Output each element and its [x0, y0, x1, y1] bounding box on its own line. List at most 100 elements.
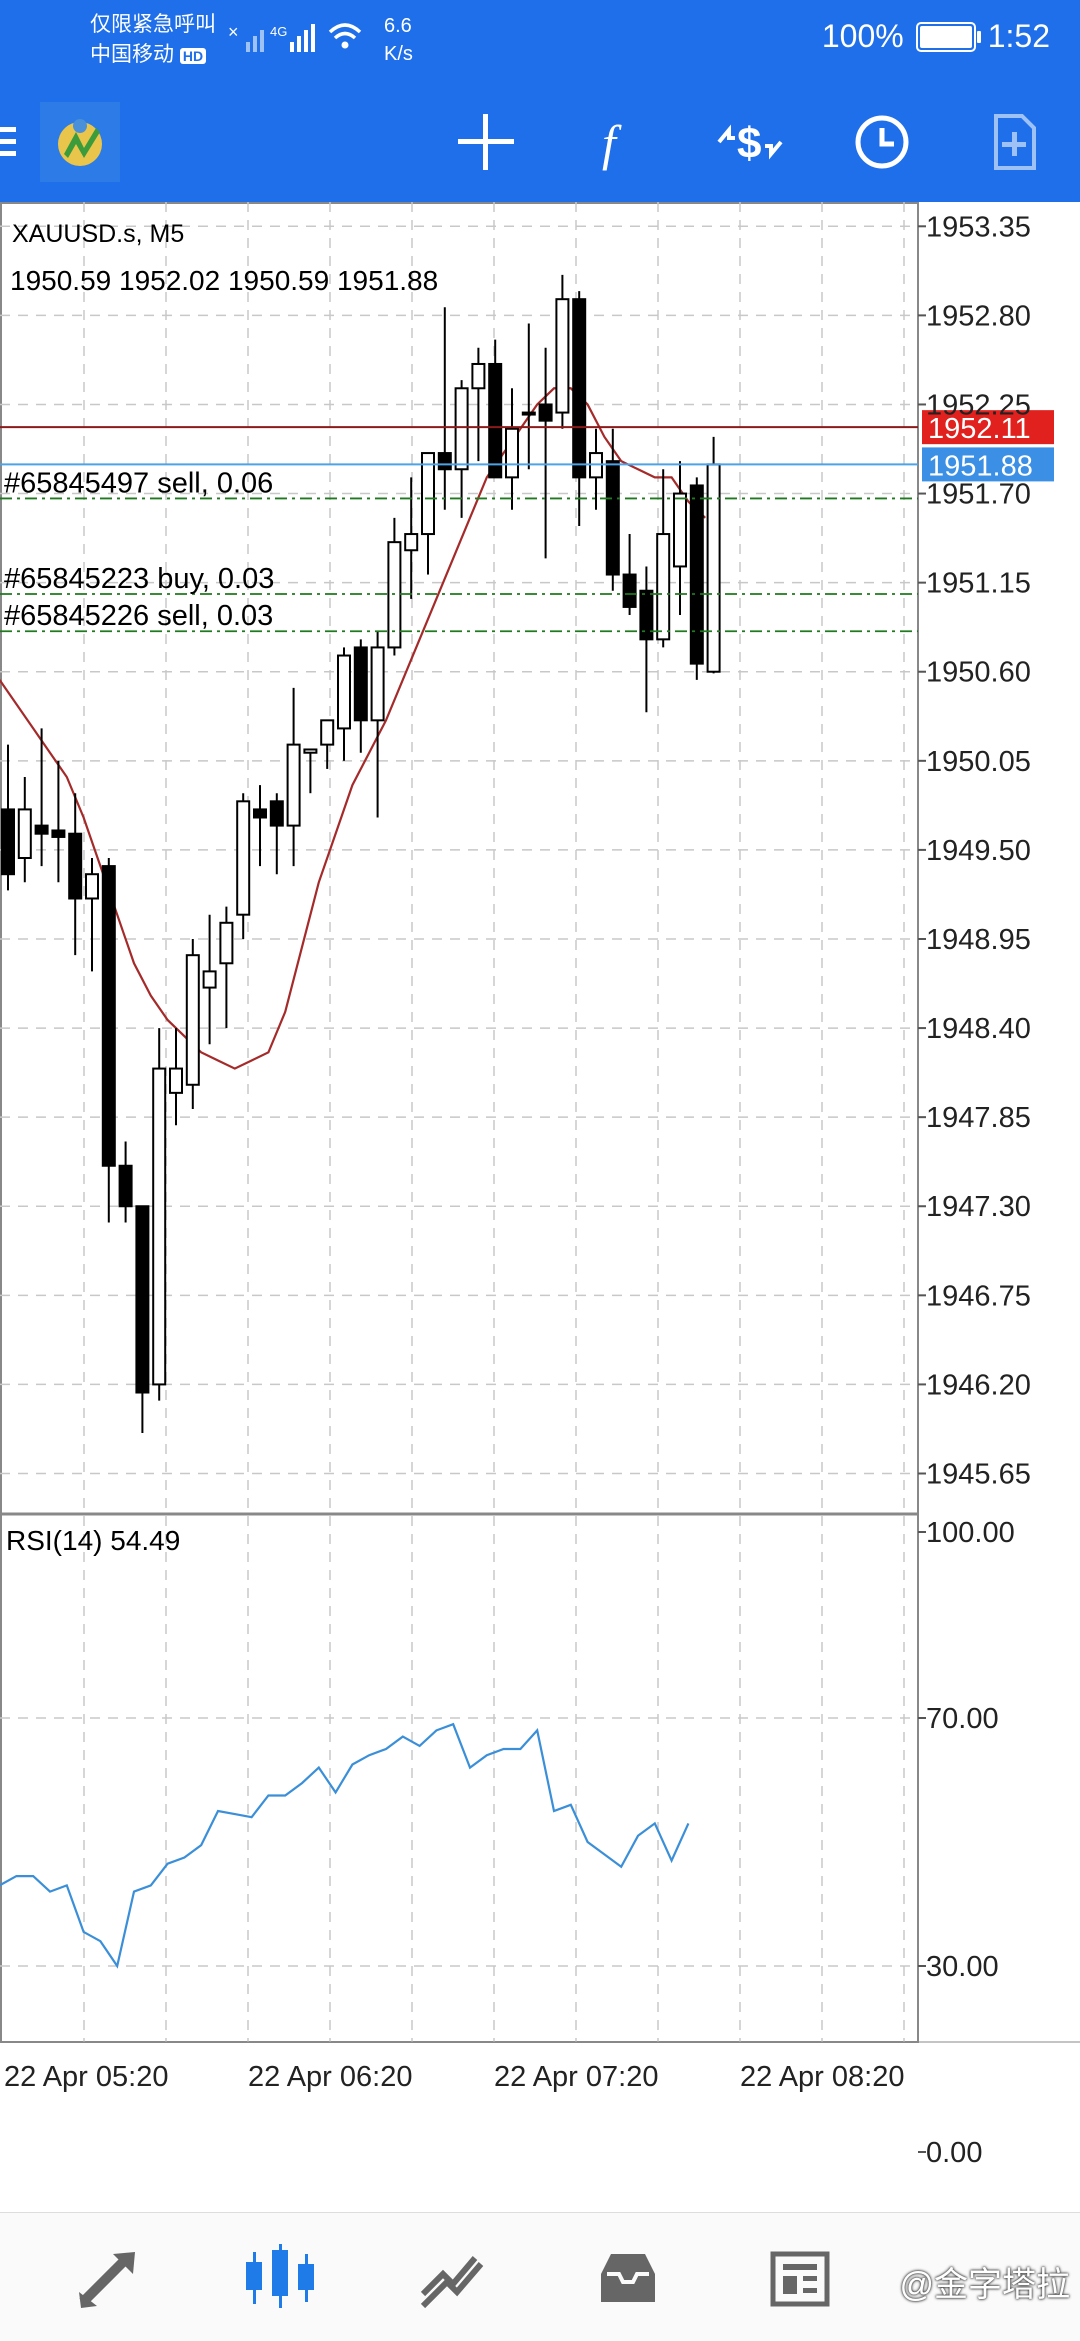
candles-group [1, 274, 721, 1434]
arrows-icon[interactable] [68, 2239, 148, 2319]
candle-bear [118, 1164, 133, 1208]
carrier-line1: 仅限紧急呼叫 [90, 13, 216, 36]
candle-bear [101, 865, 116, 1167]
candle-bull [337, 654, 351, 730]
order-label: #65845226 sell, 0.03 [4, 600, 273, 632]
candle-bear [34, 824, 49, 835]
candle-bear [135, 1205, 150, 1394]
carrier-line2: 中国移动 HD [90, 40, 216, 71]
price-tick-label: 1953.35 [926, 211, 1031, 243]
candle-bear [622, 573, 637, 608]
candle-bull [85, 873, 99, 900]
candles-icon[interactable] [240, 2239, 320, 2319]
candle-bear [538, 403, 553, 422]
candle-bear [269, 800, 284, 827]
rsi-tick-label: 30.00 [926, 1951, 999, 1983]
speed-value: 6.6 [384, 15, 412, 37]
price-lines: 1952.11 1951.88 [0, 410, 1054, 482]
candle-bull [505, 427, 519, 479]
order-label: #65845223 buy, 0.03 [4, 563, 274, 595]
inbox-icon[interactable] [588, 2239, 668, 2319]
network-type: 4G [270, 24, 287, 39]
price-tag [922, 447, 1054, 482]
candle-bear [353, 646, 368, 722]
candle-bear [605, 460, 620, 576]
hd-badge: HD [179, 48, 207, 64]
clock-icon[interactable] [842, 102, 922, 182]
time-axis: 22 Apr 05:20 22 Apr 06:20 22 Apr 07:20 22 A… [0, 2041, 1080, 2093]
candle-bear [639, 589, 654, 641]
trade-icon[interactable]: $ [710, 102, 790, 182]
candle-bull [236, 800, 251, 916]
battery-icon [915, 21, 981, 52]
crosshair-icon[interactable] [446, 102, 526, 182]
moving-average [0, 387, 706, 1070]
price-tick-label: 1949.50 [926, 835, 1031, 867]
candle-bull [320, 719, 335, 746]
price-tick-label: 1946.20 [926, 1369, 1031, 1401]
top-toolbar: f $ [0, 82, 1080, 202]
candle-bull [152, 1067, 167, 1386]
candle-bull [286, 743, 301, 827]
svg-text:$: $ [737, 119, 761, 168]
candle-bull [521, 411, 536, 416]
candle-bull [303, 748, 318, 754]
watermark: @金字塔拉 [899, 2266, 1070, 2304]
candle-bull [421, 452, 435, 536]
battery-percent: 100% [821, 18, 904, 54]
rsi-panel: 100.00 70.00 30.00 0.00 [0, 1517, 1015, 2169]
ohlc-values: 1950.59 1952.02 1950.59 1951.88 [10, 265, 438, 296]
news-icon[interactable] [760, 2239, 840, 2319]
time-label: 22 Apr 05:20 [4, 2061, 168, 2093]
candle-bull [370, 646, 385, 722]
price-tag [922, 410, 1054, 445]
price-tick-label: 1946.75 [926, 1280, 1031, 1312]
price-tick-label: 1947.85 [926, 1102, 1031, 1134]
status-bar: 仅限紧急呼叫 中国移动 HD × 4G 6.6 K/s 100% 1:52 [0, 0, 1080, 82]
app-logo-icon[interactable] [40, 102, 120, 182]
ma-line [0, 387, 706, 1070]
bottom-navigation: @金字塔拉 [0, 2212, 1080, 2341]
network-indicator: × 4G [228, 18, 378, 63]
chart-area[interactable]: 1952.11 1951.88 #65845497 sell, 0.06 #6584… [0, 202, 1080, 2212]
order-lines: #65845497 sell, 0.06 #65845223 buy, 0.03 #… [0, 467, 918, 632]
rsi-tick-label: 100.00 [926, 1517, 1015, 1549]
candle-bull [454, 387, 469, 471]
time-label: 22 Apr 07:20 [494, 2061, 658, 2093]
function-icon[interactable]: f [578, 102, 658, 182]
price-tag-label: 1952.11 [928, 413, 1031, 445]
time-label: 22 Apr 06:20 [248, 2061, 412, 2093]
price-tick-label: 1952.80 [926, 300, 1031, 332]
svg-text:×: × [228, 22, 239, 42]
candle-bull [471, 362, 486, 390]
price-chart[interactable]: 1952.11 1951.88 #65845497 sell, 0.06#6584… [0, 202, 1080, 2212]
new-document-icon[interactable] [974, 102, 1054, 182]
price-tick-label: 1948.95 [926, 924, 1031, 956]
price-tick-label: 1950.60 [926, 657, 1031, 689]
candle-bull [17, 808, 32, 860]
rsi-tick-label: 70.00 [926, 1703, 999, 1735]
carrier-info: 仅限紧急呼叫 中国移动 HD [90, 10, 216, 71]
price-tick-label: 1951.70 [926, 479, 1031, 511]
price-tick-label: 1947.30 [926, 1191, 1031, 1223]
price-tag-label: 1951.88 [928, 450, 1033, 482]
time-label: 22 Apr 08:20 [740, 2061, 904, 2093]
chart-grid [0, 202, 919, 2043]
carrier-line2-text: 中国移动 [90, 43, 174, 66]
symbol-label: XAUUSD.s, M5 [12, 220, 184, 248]
candle-bear [68, 832, 83, 900]
speed-unit: K/s [384, 43, 413, 65]
candle-bear [51, 829, 66, 838]
candle-bull [219, 921, 234, 965]
candle-bear [689, 484, 704, 665]
menu-icon[interactable] [0, 102, 60, 182]
candle-bull [202, 970, 217, 989]
status-right: 100% 1:52 [822, 18, 1050, 55]
price-tick-label: 1945.65 [926, 1459, 1031, 1491]
candle-bull [656, 533, 671, 641]
price-tick-label: 1951.15 [926, 568, 1031, 600]
price-axis: 1953.35 1952.80 1952.25 1951.70 1951.15 1950.… [918, 211, 1031, 1491]
price-tick-label: 1950.05 [926, 746, 1031, 778]
trend-icon[interactable] [412, 2239, 492, 2319]
candle-bull [706, 463, 721, 673]
